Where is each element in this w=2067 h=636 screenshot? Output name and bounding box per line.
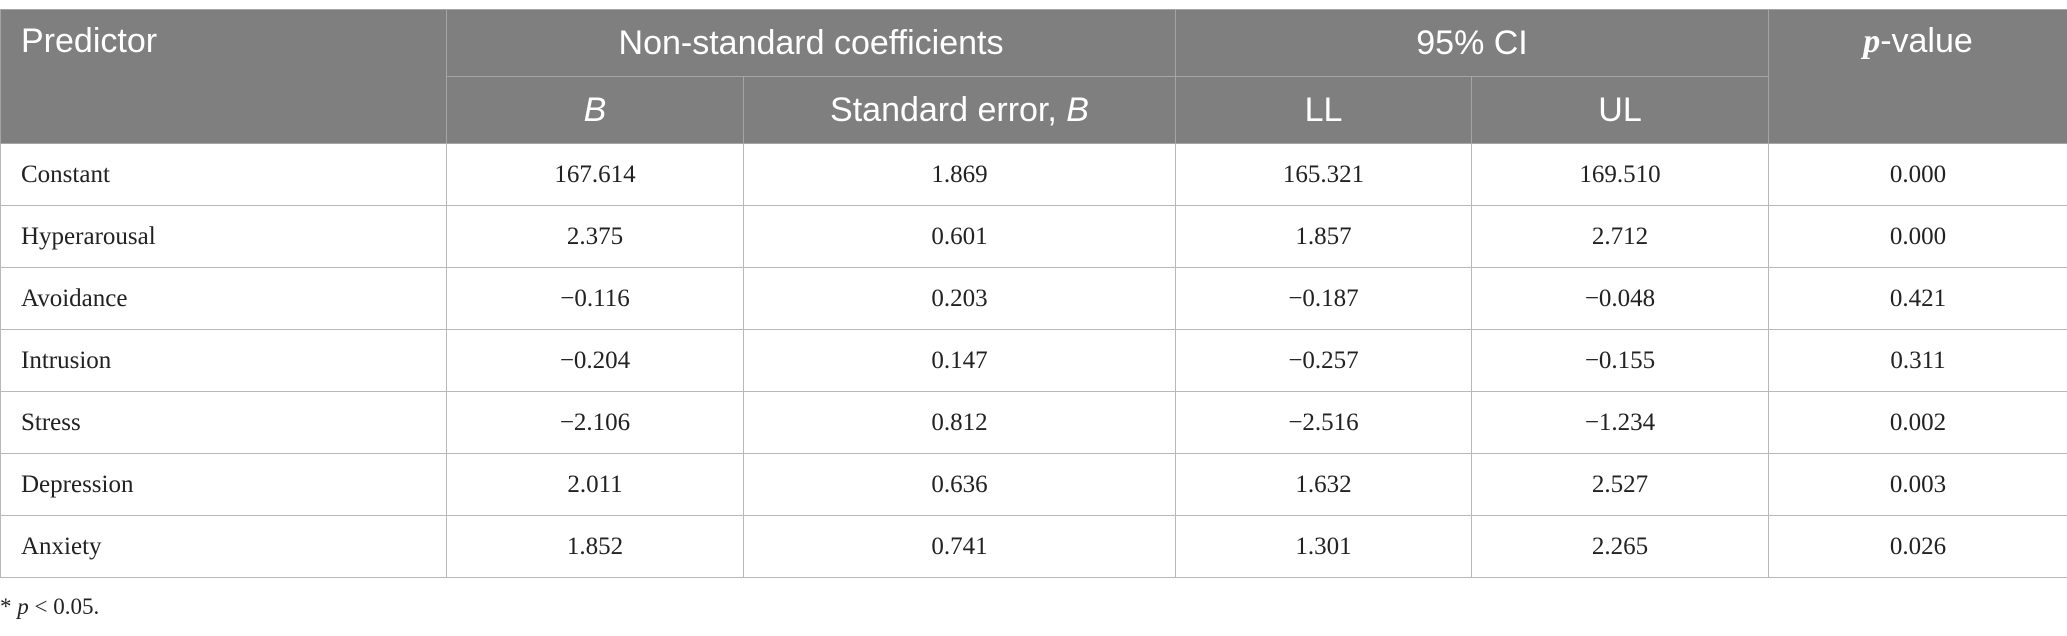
value-cell: −0.204: [446, 329, 744, 392]
value-cell: 2.527: [1471, 453, 1769, 516]
value-cell: −0.116: [446, 267, 744, 330]
table-body: Constant 167.614 1.869 165.321 169.510 0.000 H…: [0, 143, 2067, 578]
table-row: Hyperarousal 2.375 0.601 1.857 2.712 0.000: [0, 205, 2067, 268]
value-cell: 1.301: [1175, 515, 1472, 578]
value-cell: 0.003: [1768, 453, 2067, 516]
value-cell: 0.002: [1768, 391, 2067, 454]
header-text: Non-standard coefficients: [618, 23, 1004, 62]
table-row: Constant 167.614 1.869 165.321 169.510 0.000: [0, 143, 2067, 206]
value-cell: 165.321: [1175, 143, 1472, 206]
value-cell: 1.857: [1175, 205, 1472, 268]
value-cell: −0.257: [1175, 329, 1472, 392]
header-text: -value: [1880, 22, 1973, 60]
value-cell: −0.155: [1471, 329, 1769, 392]
header-text: p: [1863, 23, 1881, 60]
value-cell: 0.000: [1768, 205, 2067, 268]
value-cell: 0.741: [743, 515, 1176, 578]
value-cell: 167.614: [446, 143, 744, 206]
value-cell: 2.265: [1471, 515, 1769, 578]
predictor-cell: Depression: [0, 453, 447, 516]
value-cell: 2.375: [446, 205, 744, 268]
value-cell: 0.601: [743, 205, 1176, 268]
header-text: LL: [1304, 90, 1343, 129]
header-text: 95% CI: [1416, 23, 1528, 62]
value-cell: 0.636: [743, 453, 1176, 516]
value-cell: −2.516: [1175, 391, 1472, 454]
header-cell: Standard error, B: [743, 76, 1176, 144]
header-text: Predictor: [21, 22, 158, 60]
value-cell: 1.632: [1175, 453, 1472, 516]
header-cell: p-value: [1768, 9, 2067, 144]
value-cell: 2.011: [446, 453, 744, 516]
footnote: * p < 0.05.: [0, 594, 99, 620]
predictor-cell: Constant: [0, 143, 447, 206]
table-row: Depression 2.011 0.636 1.632 2.527 0.003: [0, 453, 2067, 516]
footnote-text: < 0.05.: [34, 594, 100, 619]
value-cell: −0.187: [1175, 267, 1472, 330]
header-cell: 95% CI: [1175, 9, 1769, 77]
header-text: B: [1066, 90, 1089, 129]
predictor-cell: Intrusion: [0, 329, 447, 392]
predictor-cell: Anxiety: [0, 515, 447, 578]
header-cell: Predictor: [0, 9, 447, 144]
value-cell: −2.106: [446, 391, 744, 454]
table-row: Anxiety 1.852 0.741 1.301 2.265 0.026: [0, 515, 2067, 578]
value-cell: 169.510: [1471, 143, 1769, 206]
header-text: Standard error,: [830, 90, 1067, 129]
header-cell: B: [446, 76, 744, 144]
header-cell: LL: [1175, 76, 1472, 144]
value-cell: 2.712: [1471, 205, 1769, 268]
value-cell: 0.311: [1768, 329, 2067, 392]
value-cell: 1.869: [743, 143, 1176, 206]
value-cell: 0.147: [743, 329, 1176, 392]
predictor-cell: Hyperarousal: [0, 205, 447, 268]
value-cell: 0.026: [1768, 515, 2067, 578]
value-cell: −0.048: [1471, 267, 1769, 330]
value-cell: 0.203: [743, 267, 1176, 330]
value-cell: 0.000: [1768, 143, 2067, 206]
predictor-cell: Stress: [0, 391, 447, 454]
value-cell: 1.852: [446, 515, 744, 578]
value-cell: 0.812: [743, 391, 1176, 454]
table-row: Intrusion −0.204 0.147 −0.257 −0.155 0.311: [0, 329, 2067, 392]
header-text: UL: [1598, 90, 1642, 129]
regression-table: Predictor Non-standard coefficients 95% …: [0, 9, 2067, 578]
predictor-cell: Avoidance: [0, 267, 447, 330]
table-row: Stress −2.106 0.812 −2.516 −1.234 0.002: [0, 391, 2067, 454]
header-cell: Non-standard coefficients: [446, 9, 1176, 77]
header-text: B: [583, 90, 607, 129]
table-row: Avoidance −0.116 0.203 −0.187 −0.048 0.421: [0, 267, 2067, 330]
value-cell: −1.234: [1471, 391, 1769, 454]
footnote-text: *: [0, 594, 12, 619]
footnote-text: p: [17, 594, 29, 619]
header-cell: UL: [1471, 76, 1769, 144]
value-cell: 0.421: [1768, 267, 2067, 330]
